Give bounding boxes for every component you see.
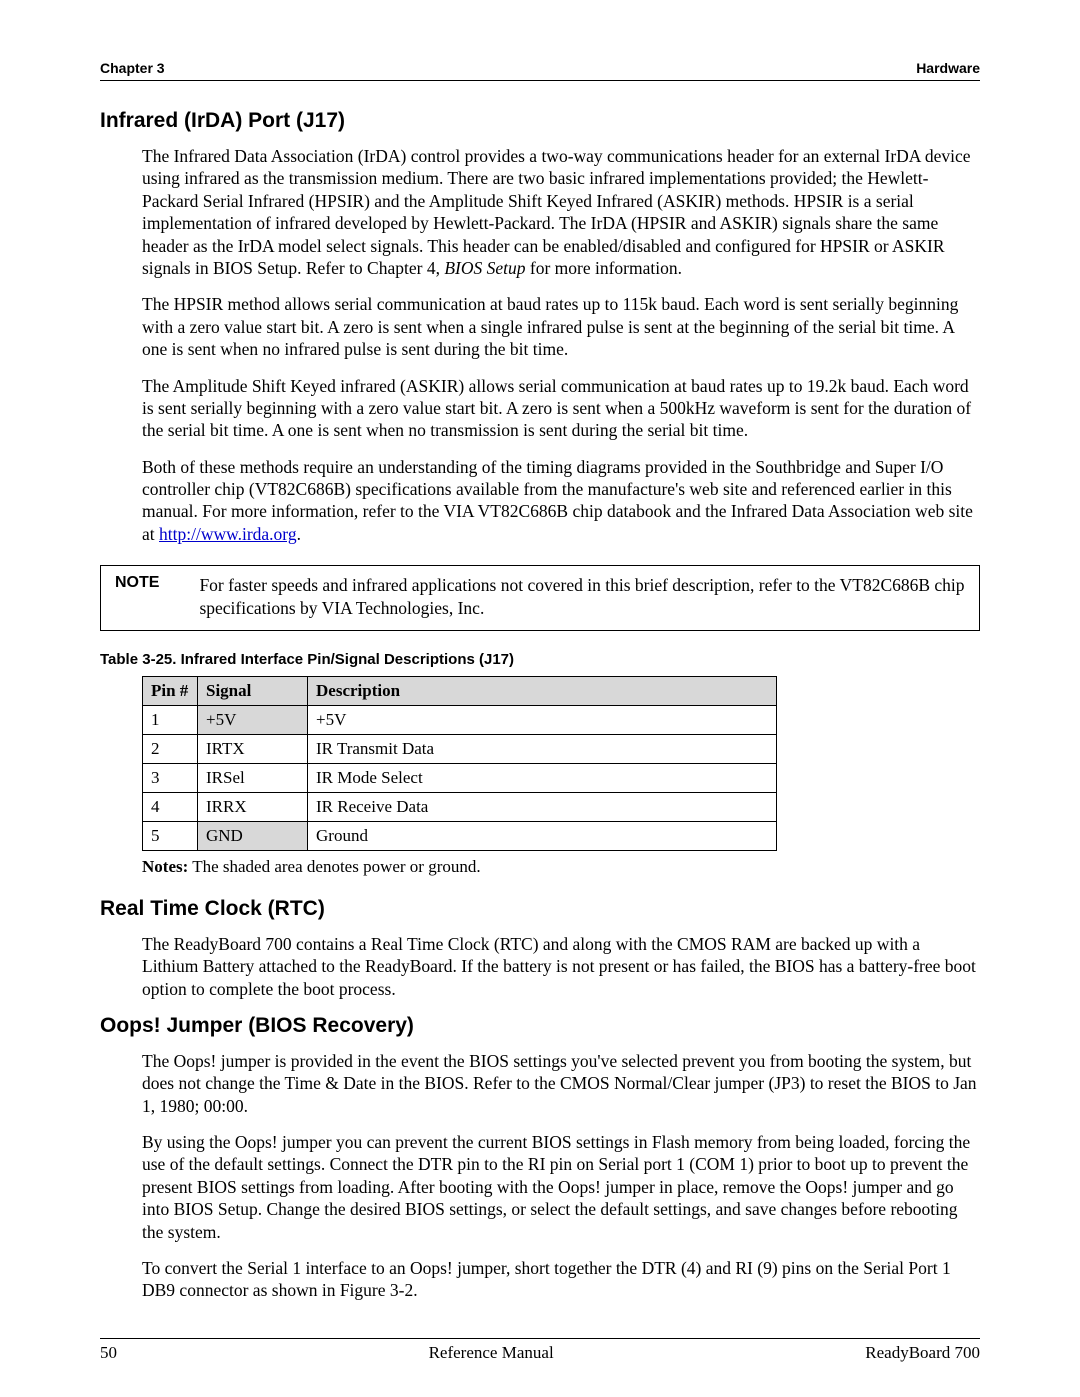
text: for more information. (526, 258, 682, 278)
notes-text: The shaded area denotes power or ground. (188, 857, 480, 876)
cell-pin: 5 (143, 821, 198, 850)
rtc-para-1: The ReadyBoard 700 contains a Real Time … (142, 933, 980, 1000)
oops-para-3: To convert the Serial 1 interface to an … (142, 1257, 980, 1302)
section-rtc-body: The ReadyBoard 700 contains a Real Time … (142, 933, 980, 1000)
pin-table: Pin # Signal Description 1+5V+5V2IRTXIR … (142, 676, 777, 851)
table-row: 5GNDGround (143, 821, 777, 850)
footer-right: ReadyBoard 700 (865, 1343, 980, 1363)
cell-signal: GND (198, 821, 308, 850)
table-row: 2IRTXIR Transmit Data (143, 734, 777, 763)
italic-text: BIOS Setup (444, 258, 525, 278)
note-text: For faster speeds and infrared applicati… (199, 574, 969, 620)
cell-description: +5V (308, 705, 777, 734)
section-oops-body: The Oops! jumper is provided in the even… (142, 1050, 980, 1302)
header-left: Chapter 3 (100, 60, 165, 76)
section-title-irda: Infrared (IrDA) Port (J17) (100, 109, 980, 133)
table-notes: Notes: The shaded area denotes power or … (142, 857, 980, 877)
page: Chapter 3 Hardware Infrared (IrDA) Port … (0, 0, 1080, 1397)
th-signal: Signal (198, 676, 308, 705)
table-header-row: Pin # Signal Description (143, 676, 777, 705)
footer-page-number: 50 (100, 1343, 117, 1363)
th-pin: Pin # (143, 676, 198, 705)
footer-center: Reference Manual (429, 1343, 554, 1363)
page-header: Chapter 3 Hardware (100, 60, 980, 81)
notes-label: Notes: (142, 857, 188, 876)
table-row: 3IRSelIR Mode Select (143, 763, 777, 792)
page-footer: 50 Reference Manual ReadyBoard 700 (100, 1338, 980, 1363)
cell-signal: IRSel (198, 763, 308, 792)
cell-pin: 3 (143, 763, 198, 792)
cell-signal: IRTX (198, 734, 308, 763)
section-irda-body: The Infrared Data Association (IrDA) con… (142, 145, 980, 545)
cell-pin: 2 (143, 734, 198, 763)
cell-signal: +5V (198, 705, 308, 734)
note-label: NOTE (111, 574, 159, 592)
table-row: 1+5V+5V (143, 705, 777, 734)
irda-link[interactable]: http://www.irda.org (159, 524, 297, 544)
cell-description: Ground (308, 821, 777, 850)
th-desc: Description (308, 676, 777, 705)
cell-pin: 4 (143, 792, 198, 821)
section-title-oops: Oops! Jumper (BIOS Recovery) (100, 1014, 980, 1038)
cell-pin: 1 (143, 705, 198, 734)
irda-para-3: The Amplitude Shift Keyed infrared (ASKI… (142, 375, 980, 442)
oops-para-1: The Oops! jumper is provided in the even… (142, 1050, 980, 1117)
irda-para-1: The Infrared Data Association (IrDA) con… (142, 145, 980, 279)
cell-description: IR Mode Select (308, 763, 777, 792)
cell-description: IR Receive Data (308, 792, 777, 821)
text: . (297, 524, 301, 544)
note-box: NOTE For faster speeds and infrared appl… (100, 565, 980, 631)
irda-para-4: Both of these methods require an underst… (142, 456, 980, 546)
section-title-rtc: Real Time Clock (RTC) (100, 897, 980, 921)
cell-signal: IRRX (198, 792, 308, 821)
header-right: Hardware (916, 60, 980, 76)
cell-description: IR Transmit Data (308, 734, 777, 763)
oops-para-2: By using the Oops! jumper you can preven… (142, 1131, 980, 1243)
table-row: 4IRRXIR Receive Data (143, 792, 777, 821)
table-caption: Table 3-25. Infrared Interface Pin/Signa… (100, 651, 980, 668)
irda-para-2: The HPSIR method allows serial communica… (142, 293, 980, 360)
